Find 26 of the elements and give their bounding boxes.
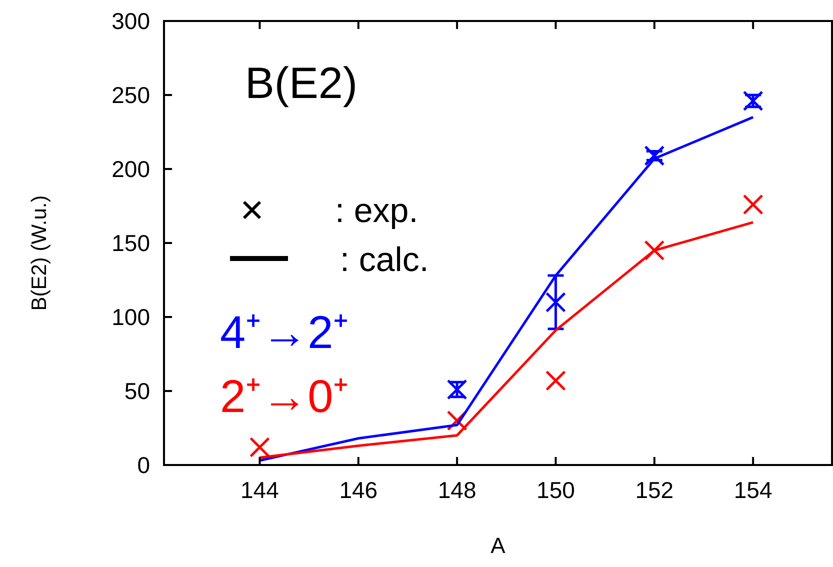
y-tick-label: 200 [112, 156, 150, 182]
point [644, 145, 665, 166]
annotation: : calc. [340, 241, 429, 279]
y-tick-label: 250 [112, 82, 150, 108]
x-tick-label: 148 [438, 477, 476, 503]
point [249, 436, 270, 458]
text: 4⁺→2⁺ [220, 306, 350, 358]
x-tick-label: 152 [635, 477, 674, 503]
y-tick-label: 100 [112, 304, 150, 330]
series-label: 2⁺→0⁺ [220, 370, 350, 422]
annotation: : exp. [335, 192, 418, 230]
x-tick-label: 144 [240, 477, 280, 503]
y-tick-label: 0 [137, 452, 150, 478]
x-tick-label: 154 [734, 477, 772, 503]
x-tick-label: 150 [536, 477, 575, 503]
point [545, 292, 566, 312]
y-tick-label: 150 [112, 230, 150, 256]
y-tick-label: 300 [112, 8, 150, 34]
y-tick-label: 50 [124, 378, 150, 404]
point [545, 370, 566, 391]
point [742, 194, 764, 215]
point [644, 240, 665, 261]
text: B(E2) [245, 59, 358, 108]
y-axis-title: B(E2) (W.u.) [28, 195, 51, 311]
x-axis-title: A [490, 533, 506, 558]
x-tick-label: 146 [339, 477, 378, 503]
